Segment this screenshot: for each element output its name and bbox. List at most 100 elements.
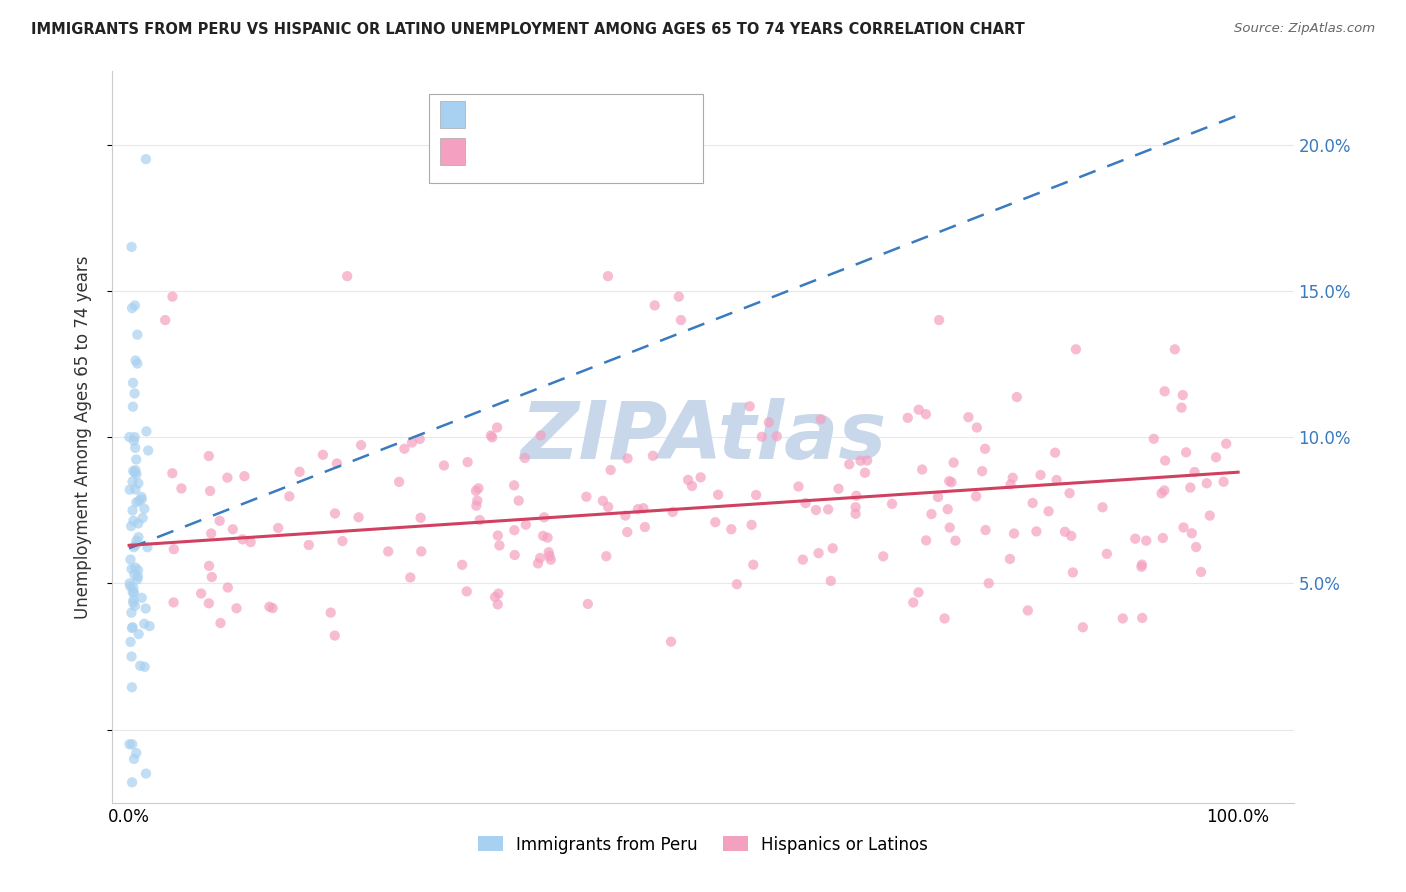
Point — [122, 593, 145, 607]
Point — [503, 523, 526, 537]
Text: 0.378: 0.378 — [510, 143, 568, 161]
Point — [536, 531, 558, 545]
Point — [1064, 343, 1087, 357]
Point — [209, 615, 232, 630]
Point — [1130, 611, 1153, 625]
Point — [125, 538, 148, 552]
Point — [595, 549, 617, 564]
Point — [627, 502, 650, 516]
Point — [122, 752, 145, 766]
Point — [1130, 558, 1153, 572]
Point — [278, 489, 301, 503]
Point — [479, 428, 502, 442]
Point — [198, 483, 221, 498]
Point — [533, 510, 555, 524]
Point — [121, 562, 143, 576]
Point — [464, 483, 486, 498]
Point — [121, 680, 143, 694]
Point — [1025, 524, 1047, 539]
Point — [1123, 532, 1146, 546]
Point — [1181, 526, 1204, 541]
Point — [503, 548, 526, 562]
Point — [942, 456, 965, 470]
Point — [661, 505, 683, 519]
Point — [1164, 343, 1187, 357]
Point — [741, 517, 763, 532]
Point — [527, 557, 550, 571]
Point — [162, 290, 184, 304]
Point — [644, 298, 666, 312]
Text: ZIPAtlas: ZIPAtlas — [520, 398, 886, 476]
Point — [838, 457, 860, 471]
Text: 0.077: 0.077 — [510, 105, 567, 123]
Point — [120, 606, 142, 620]
Point — [121, 649, 143, 664]
Point — [934, 611, 956, 625]
Point — [927, 490, 949, 504]
Point — [720, 522, 742, 536]
Point — [162, 467, 184, 481]
Text: IMMIGRANTS FROM PERU VS HISPANIC OR LATINO UNEMPLOYMENT AMONG AGES 65 TO 74 YEAR: IMMIGRANTS FROM PERU VS HISPANIC OR LATI… — [31, 22, 1025, 37]
Point — [131, 490, 153, 504]
Point — [1205, 450, 1227, 465]
Point — [326, 457, 349, 471]
Point — [456, 584, 478, 599]
Point — [486, 586, 509, 600]
Point — [537, 545, 560, 559]
Point — [134, 501, 156, 516]
Point — [807, 546, 830, 560]
Point — [198, 558, 221, 573]
Point — [1189, 565, 1212, 579]
Point — [486, 528, 509, 542]
Point — [856, 453, 879, 467]
Point — [538, 549, 561, 563]
Point — [616, 524, 638, 539]
Point — [128, 627, 150, 641]
Point — [633, 501, 655, 516]
Point — [481, 430, 503, 444]
Point — [124, 567, 146, 582]
Point — [974, 523, 997, 537]
Point — [131, 591, 153, 605]
Point — [669, 313, 692, 327]
Point — [1060, 529, 1083, 543]
Point — [347, 510, 370, 524]
Point — [503, 478, 526, 492]
Point — [957, 410, 980, 425]
Point — [530, 428, 553, 442]
Point — [853, 466, 876, 480]
Point — [118, 737, 141, 751]
Point — [198, 596, 221, 610]
Point — [124, 560, 146, 574]
Point — [1184, 465, 1206, 479]
Text: 200: 200 — [623, 142, 666, 161]
Point — [592, 493, 614, 508]
Point — [707, 488, 730, 502]
Point — [138, 619, 160, 633]
Point — [1001, 471, 1024, 485]
Point — [467, 481, 489, 495]
Point — [134, 616, 156, 631]
Point — [738, 400, 761, 414]
Point — [1198, 508, 1220, 523]
Point — [122, 434, 145, 448]
Point — [689, 470, 711, 484]
Point — [938, 474, 960, 488]
Point — [820, 574, 842, 588]
Point — [596, 269, 619, 284]
Point — [121, 240, 143, 254]
Point — [915, 407, 938, 421]
Point — [599, 463, 621, 477]
Point — [1171, 388, 1194, 402]
Point — [388, 475, 411, 489]
Point — [131, 511, 153, 525]
Point — [124, 466, 146, 480]
Point — [200, 526, 222, 541]
Point — [121, 585, 143, 599]
Point — [641, 449, 664, 463]
Point — [127, 516, 149, 531]
Text: Source: ZipAtlas.com: Source: ZipAtlas.com — [1234, 22, 1375, 36]
Point — [974, 442, 997, 456]
Point — [1135, 533, 1157, 548]
Y-axis label: Unemployment Among Ages 65 to 74 years: Unemployment Among Ages 65 to 74 years — [73, 255, 91, 619]
